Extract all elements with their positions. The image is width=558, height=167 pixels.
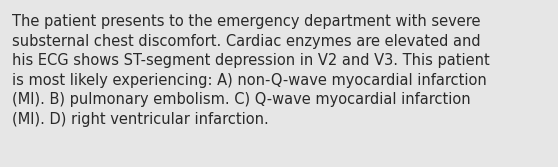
Text: The patient presents to the emergency department with severe
substernal chest di: The patient presents to the emergency de…	[12, 14, 490, 127]
